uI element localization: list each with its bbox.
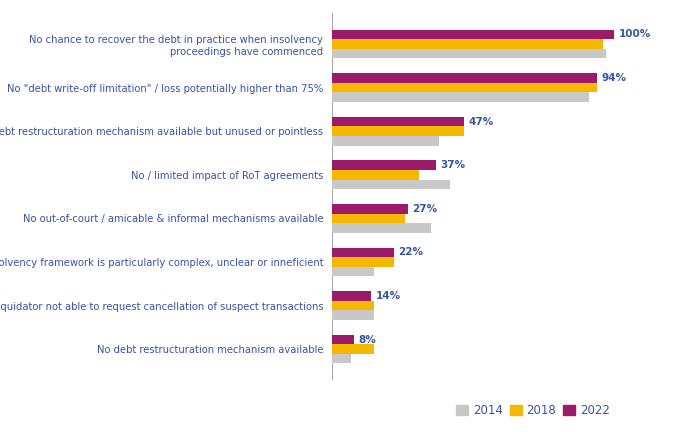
Bar: [332, 310, 374, 320]
Bar: [332, 344, 374, 354]
Bar: [332, 257, 394, 267]
Bar: [332, 223, 430, 233]
Bar: [332, 354, 352, 363]
Bar: [332, 213, 405, 223]
Bar: [332, 73, 597, 83]
Text: 47%: 47%: [468, 117, 494, 127]
Bar: [332, 267, 374, 276]
Text: 100%: 100%: [618, 29, 650, 39]
Bar: [332, 39, 603, 49]
Bar: [332, 127, 464, 136]
Bar: [332, 136, 439, 146]
Bar: [332, 83, 597, 92]
Bar: [332, 248, 394, 257]
Bar: [332, 291, 371, 301]
Bar: [332, 335, 354, 344]
Text: 27%: 27%: [412, 204, 437, 214]
Bar: [332, 49, 605, 58]
Bar: [332, 301, 374, 310]
Text: 8%: 8%: [359, 334, 377, 344]
Legend: 2014, 2018, 2022: 2014, 2018, 2022: [452, 400, 614, 422]
Bar: [332, 160, 436, 170]
Text: 37%: 37%: [440, 160, 466, 170]
Text: 14%: 14%: [375, 291, 401, 301]
Bar: [332, 92, 589, 102]
Bar: [332, 170, 419, 180]
Bar: [332, 180, 451, 189]
Bar: [332, 204, 408, 213]
Bar: [332, 30, 614, 39]
Text: 94%: 94%: [601, 73, 626, 83]
Bar: [332, 117, 464, 127]
Text: 22%: 22%: [398, 248, 423, 257]
